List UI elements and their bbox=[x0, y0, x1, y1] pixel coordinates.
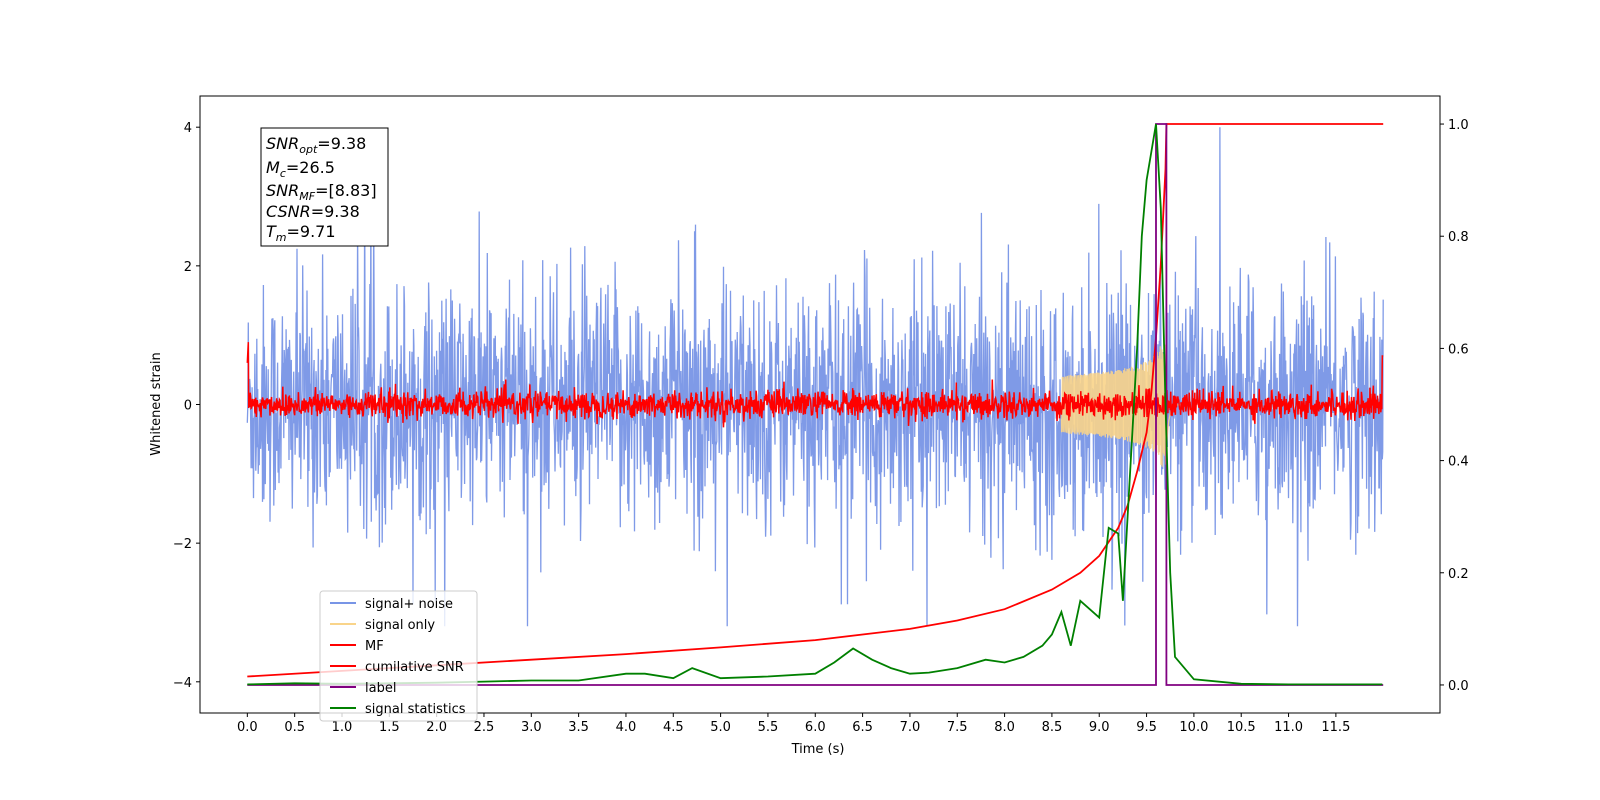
x-tick-label: 4.0 bbox=[616, 720, 637, 735]
series-signal-noise-line bbox=[246, 127, 1384, 627]
x-tick-label: 9.0 bbox=[1089, 720, 1110, 735]
y2-tick-label: 0.0 bbox=[1448, 679, 1469, 694]
y-axis-label: Whitened strain bbox=[149, 352, 164, 455]
series-label-line bbox=[247, 123, 1384, 686]
x-tick-label: 8.0 bbox=[994, 720, 1015, 735]
y-tick-label: −4 bbox=[173, 676, 192, 691]
legend-label-mf: MF bbox=[365, 639, 384, 654]
series-layer bbox=[246, 123, 1384, 686]
y2-tick-label: 0.4 bbox=[1448, 455, 1469, 470]
annotation-mc: Mc=26.5 bbox=[266, 158, 335, 180]
x-tick-label: 1.0 bbox=[332, 720, 353, 735]
y-tick-label: 4 bbox=[184, 121, 192, 136]
series-signal-statistics-line bbox=[247, 123, 1383, 686]
annotation-mc-value: 26.5 bbox=[299, 158, 335, 177]
y-tick-label: −2 bbox=[173, 537, 192, 552]
legend-label-label: label bbox=[365, 681, 396, 696]
y-tick-label: 2 bbox=[184, 260, 192, 275]
y2-tick-label: 0.2 bbox=[1448, 567, 1469, 582]
x-tick-label: 4.5 bbox=[663, 720, 684, 735]
series-mf-line bbox=[246, 342, 1384, 428]
annotation-frame bbox=[260, 127, 389, 247]
legend-entry-label: label bbox=[330, 681, 396, 696]
y2-axis-ticks: 1.0 0.8 0.6 0.4 0.2 0.0 bbox=[1440, 118, 1469, 694]
x-tick-label: 2.0 bbox=[426, 720, 447, 735]
x-tick-label: 10.0 bbox=[1179, 720, 1208, 735]
annotation-csnr-value: 9.38 bbox=[324, 202, 360, 221]
x-tick-label: 3.5 bbox=[568, 720, 589, 735]
x-tick-label: 0.5 bbox=[284, 720, 305, 735]
y2-tick-label: 0.8 bbox=[1448, 230, 1469, 245]
legend-entry-signal-statistics: signal statistics bbox=[330, 702, 466, 717]
legend-entry-signal-only: signal only bbox=[330, 618, 435, 633]
legend-frame bbox=[319, 590, 478, 722]
legend-label-signal-statistics: signal statistics bbox=[365, 702, 466, 717]
x-tick-label: 8.5 bbox=[1042, 720, 1063, 735]
legend-label-signal-noise: signal+ noise bbox=[365, 597, 453, 612]
y-axis-ticks: 4 2 0 −2 −4 bbox=[173, 121, 200, 691]
annotation-csnr: CSNR=9.38 bbox=[266, 202, 360, 221]
legend-label-cumulative-snr: cumilative SNR bbox=[365, 660, 464, 675]
annotation-snr-mf-value: [8.83] bbox=[328, 181, 376, 200]
x-tick-label: 1.5 bbox=[379, 720, 400, 735]
annotation-snr-opt: SNRopt=9.38 bbox=[266, 134, 366, 156]
annotation-tm-value: 9.71 bbox=[300, 222, 336, 241]
legend: signal+ noise signal only MF cumilative … bbox=[319, 590, 478, 722]
x-tick-label: 7.0 bbox=[900, 720, 921, 735]
x-tick-label: 11.5 bbox=[1321, 720, 1350, 735]
x-tick-label: 6.5 bbox=[852, 720, 873, 735]
x-tick-label: 11.0 bbox=[1274, 720, 1303, 735]
x-tick-label: 5.5 bbox=[758, 720, 779, 735]
legend-label-signal-only: signal only bbox=[365, 618, 435, 633]
x-axis-ticks: 0.0 0.5 1.0 1.5 2.0 2.5 3.0 3.5 4.0 4.5 5.0 5.5 6.0 6… bbox=[237, 713, 1350, 735]
y2-tick-label: 0.6 bbox=[1448, 342, 1469, 357]
annotation-box: SNRopt=9.38 Mc=26.5 SNRMF=[8.83] CSNR=9.… bbox=[260, 127, 389, 247]
annotation-snr-opt-value: 9.38 bbox=[331, 134, 367, 153]
annotation-tm: Tm=9.71 bbox=[266, 222, 336, 244]
y-tick-label: 0 bbox=[184, 399, 192, 414]
x-tick-label: 0.0 bbox=[237, 720, 258, 735]
x-tick-label: 6.0 bbox=[805, 720, 826, 735]
x-tick-label: 7.5 bbox=[947, 720, 968, 735]
legend-entry-cumulative-snr: cumilative SNR bbox=[330, 660, 464, 675]
legend-entry-mf: MF bbox=[330, 639, 384, 654]
x-axis-label: Time (s) bbox=[791, 742, 845, 757]
x-tick-label: 5.0 bbox=[710, 720, 731, 735]
x-tick-label: 9.5 bbox=[1136, 720, 1157, 735]
x-tick-label: 10.5 bbox=[1227, 720, 1256, 735]
x-tick-label: 2.5 bbox=[474, 720, 495, 735]
y2-tick-label: 1.0 bbox=[1448, 118, 1469, 133]
annotation-snr-mf: SNRMF=[8.83] bbox=[266, 181, 377, 203]
x-tick-label: 3.0 bbox=[521, 720, 542, 735]
legend-entry-signal-noise: signal+ noise bbox=[330, 597, 453, 612]
